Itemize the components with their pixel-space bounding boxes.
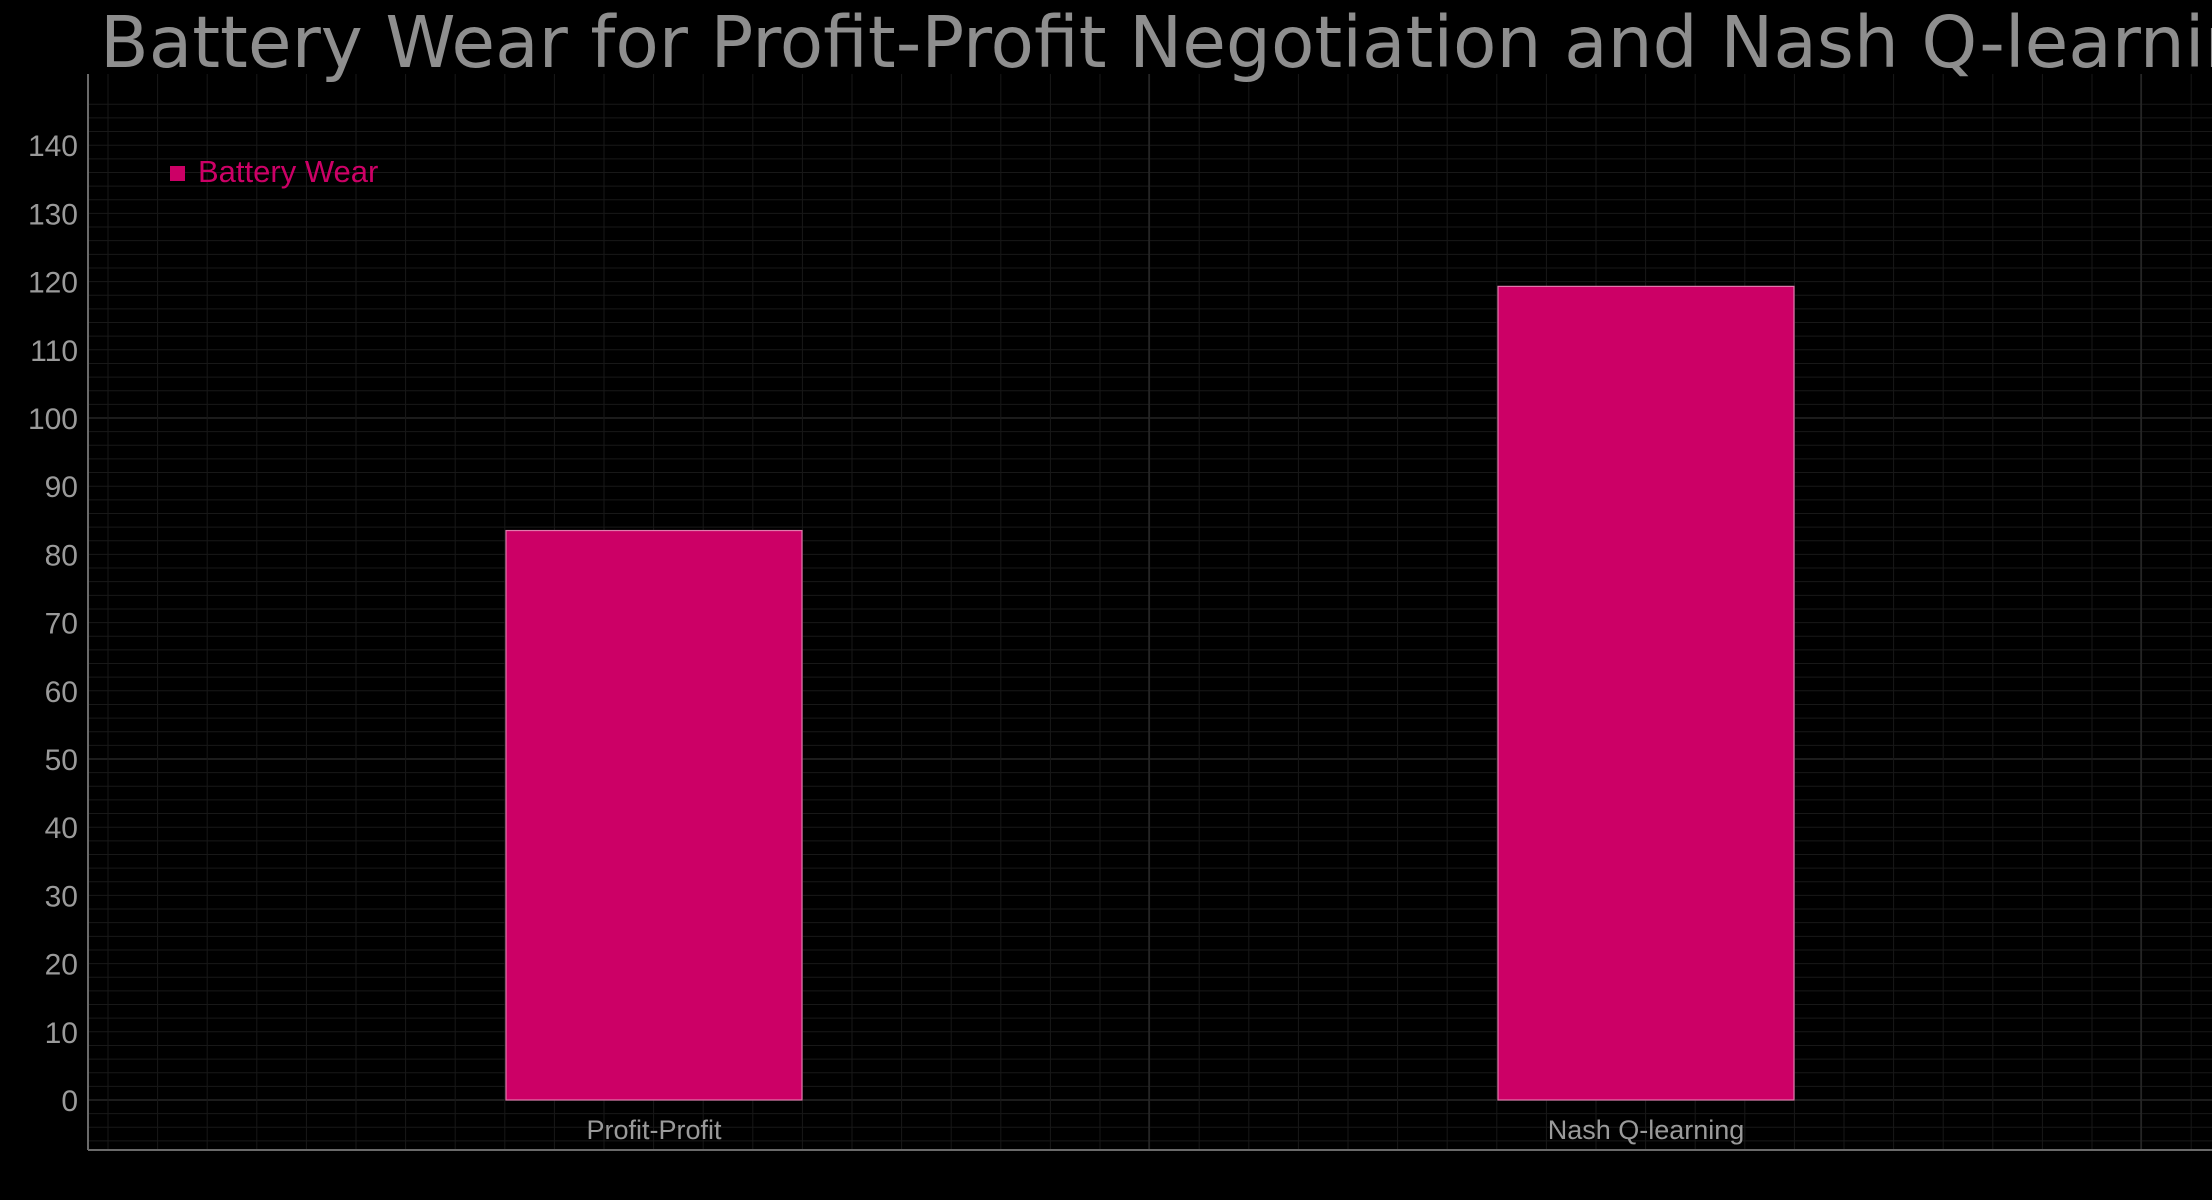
chart-title: Battery Wear for Profit-Profit Negotiati…: [100, 1, 2212, 84]
y-tick-label: 50: [45, 744, 78, 777]
grid: [88, 74, 2212, 1150]
y-tick-label: 100: [28, 403, 78, 436]
y-tick-label: 40: [45, 812, 78, 845]
bar: [1497, 285, 1795, 1101]
y-tick-label: 30: [45, 880, 78, 913]
x-tick-label: Nash Q-learning: [1548, 1115, 1745, 1145]
y-tick-label: 90: [45, 471, 78, 504]
x-tick-labels: Profit-Profit Nash Q-learning: [586, 1115, 1744, 1145]
bars: [505, 285, 1795, 1101]
y-tick-label: 70: [45, 608, 78, 641]
y-tick-label: 140: [28, 130, 78, 163]
y-tick-label: 130: [28, 198, 78, 231]
y-tick-label: 10: [45, 1017, 78, 1050]
bar: [505, 529, 803, 1101]
x-tick-label: Profit-Profit: [586, 1115, 722, 1145]
y-tick-labels: 0 10 20 30 40 50 60 70 80 90 100 110 120 130 140: [28, 130, 78, 1118]
y-tick-label: 110: [30, 335, 78, 368]
legend: Battery Wear: [170, 154, 378, 189]
axes: [87, 74, 2212, 1151]
legend-label: Battery Wear: [198, 154, 378, 189]
y-tick-label: 0: [61, 1085, 78, 1118]
y-tick-label: 80: [45, 539, 78, 572]
y-tick-label: 120: [28, 267, 78, 300]
legend-swatch: [170, 166, 185, 181]
y-tick-label: 60: [45, 676, 78, 709]
y-tick-label: 20: [45, 949, 78, 982]
